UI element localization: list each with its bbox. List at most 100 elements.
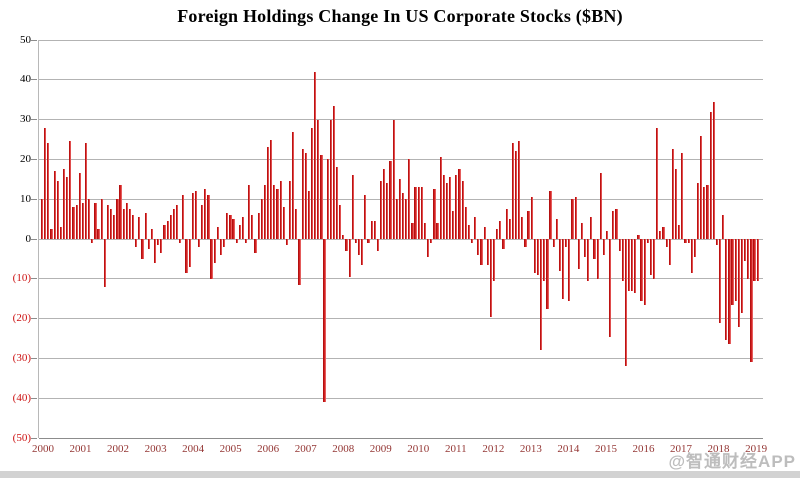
- y-axis-tick: [31, 318, 37, 320]
- gridline-30: [39, 119, 763, 121]
- bar-2008-03: [348, 239, 351, 277]
- bar-2006-05: [279, 181, 282, 239]
- gridline-40: [39, 79, 763, 81]
- bar-2018-08: [740, 239, 744, 313]
- y-axis-label-(40): (40): [12, 391, 31, 404]
- bar-2006-02: [270, 139, 273, 239]
- bar-2016-03: [649, 239, 653, 275]
- bar-2008-01: [342, 235, 345, 239]
- bar-2009-06: [395, 199, 398, 239]
- bar-2014-10: [596, 239, 599, 279]
- x-axis-label-2019: 2019: [745, 443, 768, 455]
- bar-2018-06: [734, 239, 737, 301]
- bar-2002-04: [125, 203, 128, 239]
- x-axis-label-2013: 2013: [519, 443, 542, 455]
- bar-2009-07: [398, 179, 401, 239]
- x-axis-label-2009: 2009: [369, 443, 392, 455]
- bar-2013-10: [558, 239, 562, 271]
- bar-2007-11: [336, 167, 339, 239]
- bar-2006-04: [276, 189, 279, 239]
- bar-2009-01: [379, 181, 383, 239]
- bar-2001-10: [106, 205, 110, 239]
- bar-2007-09: [329, 119, 332, 239]
- bar-2016-12: [678, 225, 681, 239]
- bar-2008-05: [354, 239, 358, 243]
- bar-2011-08: [477, 239, 480, 255]
- bar-2002-05: [128, 209, 132, 239]
- bar-2003-01: [153, 239, 157, 263]
- x-axis-label-2015: 2015: [594, 443, 617, 455]
- bar-2007-05: [317, 119, 320, 239]
- y-axis-label-10: 10: [20, 192, 31, 205]
- y-axis-label-(10): (10): [12, 272, 31, 285]
- bar-2009-11: [411, 223, 414, 239]
- bar-2017-09: [706, 185, 709, 239]
- bar-2000-02: [44, 127, 47, 239]
- bar-2004-11: [223, 239, 226, 247]
- y-axis-label-20: 20: [20, 152, 31, 165]
- bar-2000-05: [53, 171, 56, 239]
- y-axis-tick: [31, 79, 37, 81]
- bar-2006-01: [266, 147, 270, 239]
- bar-2000-10: [69, 141, 72, 239]
- bar-2006-07: [285, 239, 288, 245]
- bar-2011-06: [470, 239, 474, 243]
- bar-2001-11: [110, 209, 113, 239]
- y-axis-label-50: 50: [20, 33, 31, 46]
- bar-2018-04: [728, 239, 731, 345]
- bar-2001-01: [78, 173, 81, 239]
- bar-2012-02: [496, 229, 499, 239]
- x-axis-label-2017: 2017: [670, 443, 692, 455]
- bar-2015-04: [615, 209, 618, 239]
- bar-2003-02: [157, 239, 160, 245]
- gridline-20: [39, 158, 763, 160]
- bar-2004-12: [226, 213, 229, 239]
- bar-2000-11: [72, 207, 75, 239]
- y-axis-tick: [31, 198, 37, 200]
- y-axis-label-(50): (50): [12, 431, 31, 444]
- bar-2005-01: [229, 215, 232, 239]
- bar-2011-01: [455, 175, 458, 239]
- bar-2000-07: [59, 227, 63, 239]
- bar-2015-07: [624, 239, 627, 367]
- y-axis-tick: [31, 397, 37, 399]
- bar-2014-03: [574, 197, 577, 239]
- bar-2007-03: [310, 127, 314, 239]
- bar-2008-02: [345, 239, 348, 251]
- bar-2000-04: [50, 229, 53, 239]
- bar-2017-05: [693, 239, 696, 257]
- bar-2018-05: [731, 239, 734, 305]
- bar-2017-08: [703, 187, 706, 239]
- bar-2010-07: [436, 223, 439, 239]
- bar-2017-02: [684, 239, 687, 243]
- y-axis-tick: [31, 357, 37, 359]
- bar-2012-12: [527, 211, 530, 239]
- bar-2009-10: [408, 159, 411, 239]
- gridline-0: [39, 238, 763, 240]
- bar-2002-08: [138, 217, 141, 239]
- bar-2003-10: [182, 195, 185, 239]
- gridline-10: [39, 198, 763, 200]
- bar-2008-11: [373, 221, 376, 239]
- x-axis-label-2016: 2016: [632, 443, 655, 455]
- bar-2007-06: [320, 155, 323, 239]
- bar-2011-07: [474, 217, 477, 239]
- bar-2012-10: [521, 217, 524, 239]
- bar-2011-05: [467, 225, 471, 239]
- x-axis-label-2011: 2011: [445, 443, 467, 455]
- bar-2002-11: [147, 239, 150, 249]
- y-axis-label-0: 0: [25, 232, 32, 245]
- bar-2018-10: [747, 239, 750, 279]
- bar-2011-02: [458, 169, 461, 239]
- gridline--40: [39, 397, 763, 399]
- bar-2015-02: [609, 239, 612, 337]
- bar-2013-04: [540, 239, 543, 351]
- bar-2011-12: [489, 239, 492, 317]
- bar-2013-02: [533, 239, 536, 273]
- bar-2007-08: [326, 159, 329, 239]
- x-axis-label-2004: 2004: [182, 443, 205, 455]
- bar-2000-01: [41, 199, 44, 239]
- bar-2006-09: [292, 131, 295, 239]
- bar-2006-10: [295, 209, 298, 239]
- bar-2009-03: [386, 183, 389, 239]
